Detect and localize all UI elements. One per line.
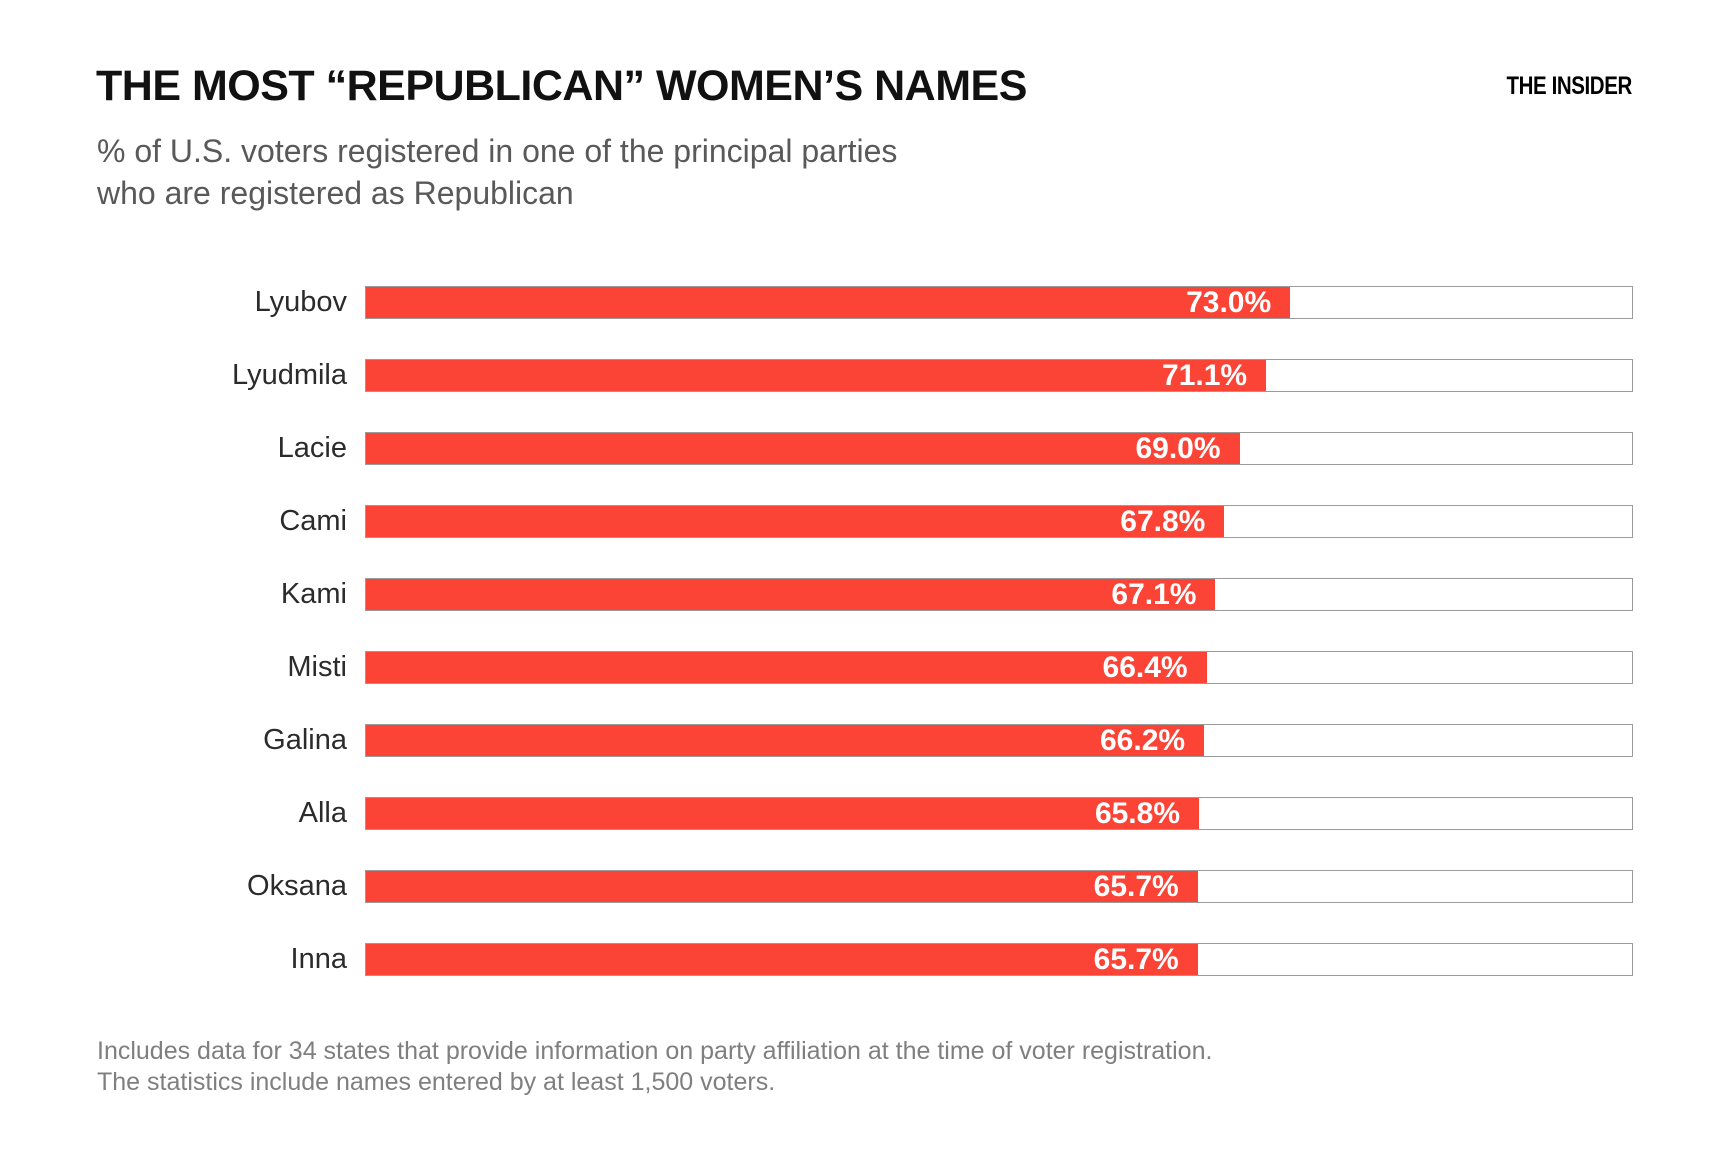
bar-category-label: Oksana: [247, 870, 347, 902]
bar-track: 67.1%: [365, 578, 1633, 611]
bar-value-label: 66.2%: [1100, 723, 1186, 757]
bar-fill: 65.8%: [366, 796, 1200, 830]
bar-fill: 66.4%: [366, 650, 1207, 684]
bar-track: 73.0%: [365, 286, 1633, 319]
bar-row: Kami 67.1%: [96, 578, 1633, 611]
bar-category-label: Lyudmila: [232, 359, 347, 391]
bar-row: Cami 67.8%: [96, 505, 1633, 538]
bar-fill: 73.0%: [366, 285, 1291, 319]
bar-row: Inna 65.7%: [96, 943, 1633, 976]
bar-value-label: 65.7%: [1093, 869, 1179, 903]
bar-row: Lyudmila 71.1%: [96, 359, 1633, 392]
bar-category-label: Inna: [290, 943, 347, 975]
bar-track: 71.1%: [365, 359, 1633, 392]
bar-value-label: 71.1%: [1162, 358, 1248, 392]
chart-subtitle-line1: % of U.S. voters registered in one of th…: [97, 133, 898, 169]
footnote: Includes data for 34 states that provide…: [97, 1036, 1212, 1098]
chart-subtitle-line2: who are registered as Republican: [97, 175, 574, 211]
bar-value-label: 67.1%: [1111, 577, 1197, 611]
bar-fill: 65.7%: [366, 869, 1198, 903]
bar-value-label: 67.8%: [1120, 504, 1206, 538]
bar-track: 66.4%: [365, 651, 1633, 684]
bar-fill: 69.0%: [366, 431, 1240, 465]
bar-track: 65.7%: [365, 943, 1633, 976]
bar-category-label: Lyubov: [254, 286, 347, 318]
footnote-line1: Includes data for 34 states that provide…: [97, 1037, 1213, 1065]
the-insider-logo: THE INSIDER: [1506, 72, 1633, 100]
bar-track: 65.8%: [365, 797, 1633, 830]
bar-track: 69.0%: [365, 432, 1633, 465]
bar-chart: Lyubov 73.0% Lyudmila 71.1% Lacie 69.0% …: [96, 286, 1633, 976]
bar-fill: 71.1%: [366, 358, 1267, 392]
bar-fill: 65.7%: [366, 942, 1198, 976]
bar-category-label: Lacie: [277, 432, 347, 464]
bar-value-label: 69.0%: [1135, 431, 1221, 465]
bar-track: 67.8%: [365, 505, 1633, 538]
bar-row: Lacie 69.0%: [96, 432, 1633, 465]
bar-fill: 67.1%: [366, 577, 1216, 611]
bar-value-label: 73.0%: [1186, 285, 1272, 319]
bar-row: Galina 66.2%: [96, 724, 1633, 757]
bar-row: Lyubov 73.0%: [96, 286, 1633, 319]
footnote-line2: The statistics include names entered by …: [97, 1068, 776, 1096]
bar-row: Misti 66.4%: [96, 651, 1633, 684]
bar-category-label: Galina: [263, 724, 347, 756]
bar-category-label: Alla: [298, 797, 347, 829]
bar-fill: 66.2%: [366, 723, 1205, 757]
bar-value-label: 66.4%: [1102, 650, 1188, 684]
chart-subtitle: % of U.S. voters registered in one of th…: [97, 130, 897, 214]
bar-row: Alla 65.8%: [96, 797, 1633, 830]
bar-track: 65.7%: [365, 870, 1633, 903]
page-title: THE MOST “REPUBLICAN” WOMEN’S NAMES: [96, 62, 1027, 110]
bar-category-label: Kami: [280, 578, 347, 610]
bar-fill: 67.8%: [366, 504, 1225, 538]
bar-track: 66.2%: [365, 724, 1633, 757]
bar-row: Oksana 65.7%: [96, 870, 1633, 903]
bar-value-label: 65.7%: [1093, 942, 1179, 976]
bar-value-label: 65.8%: [1094, 796, 1181, 830]
bar-category-label: Misti: [287, 651, 347, 683]
bar-category-label: Cami: [279, 505, 347, 537]
